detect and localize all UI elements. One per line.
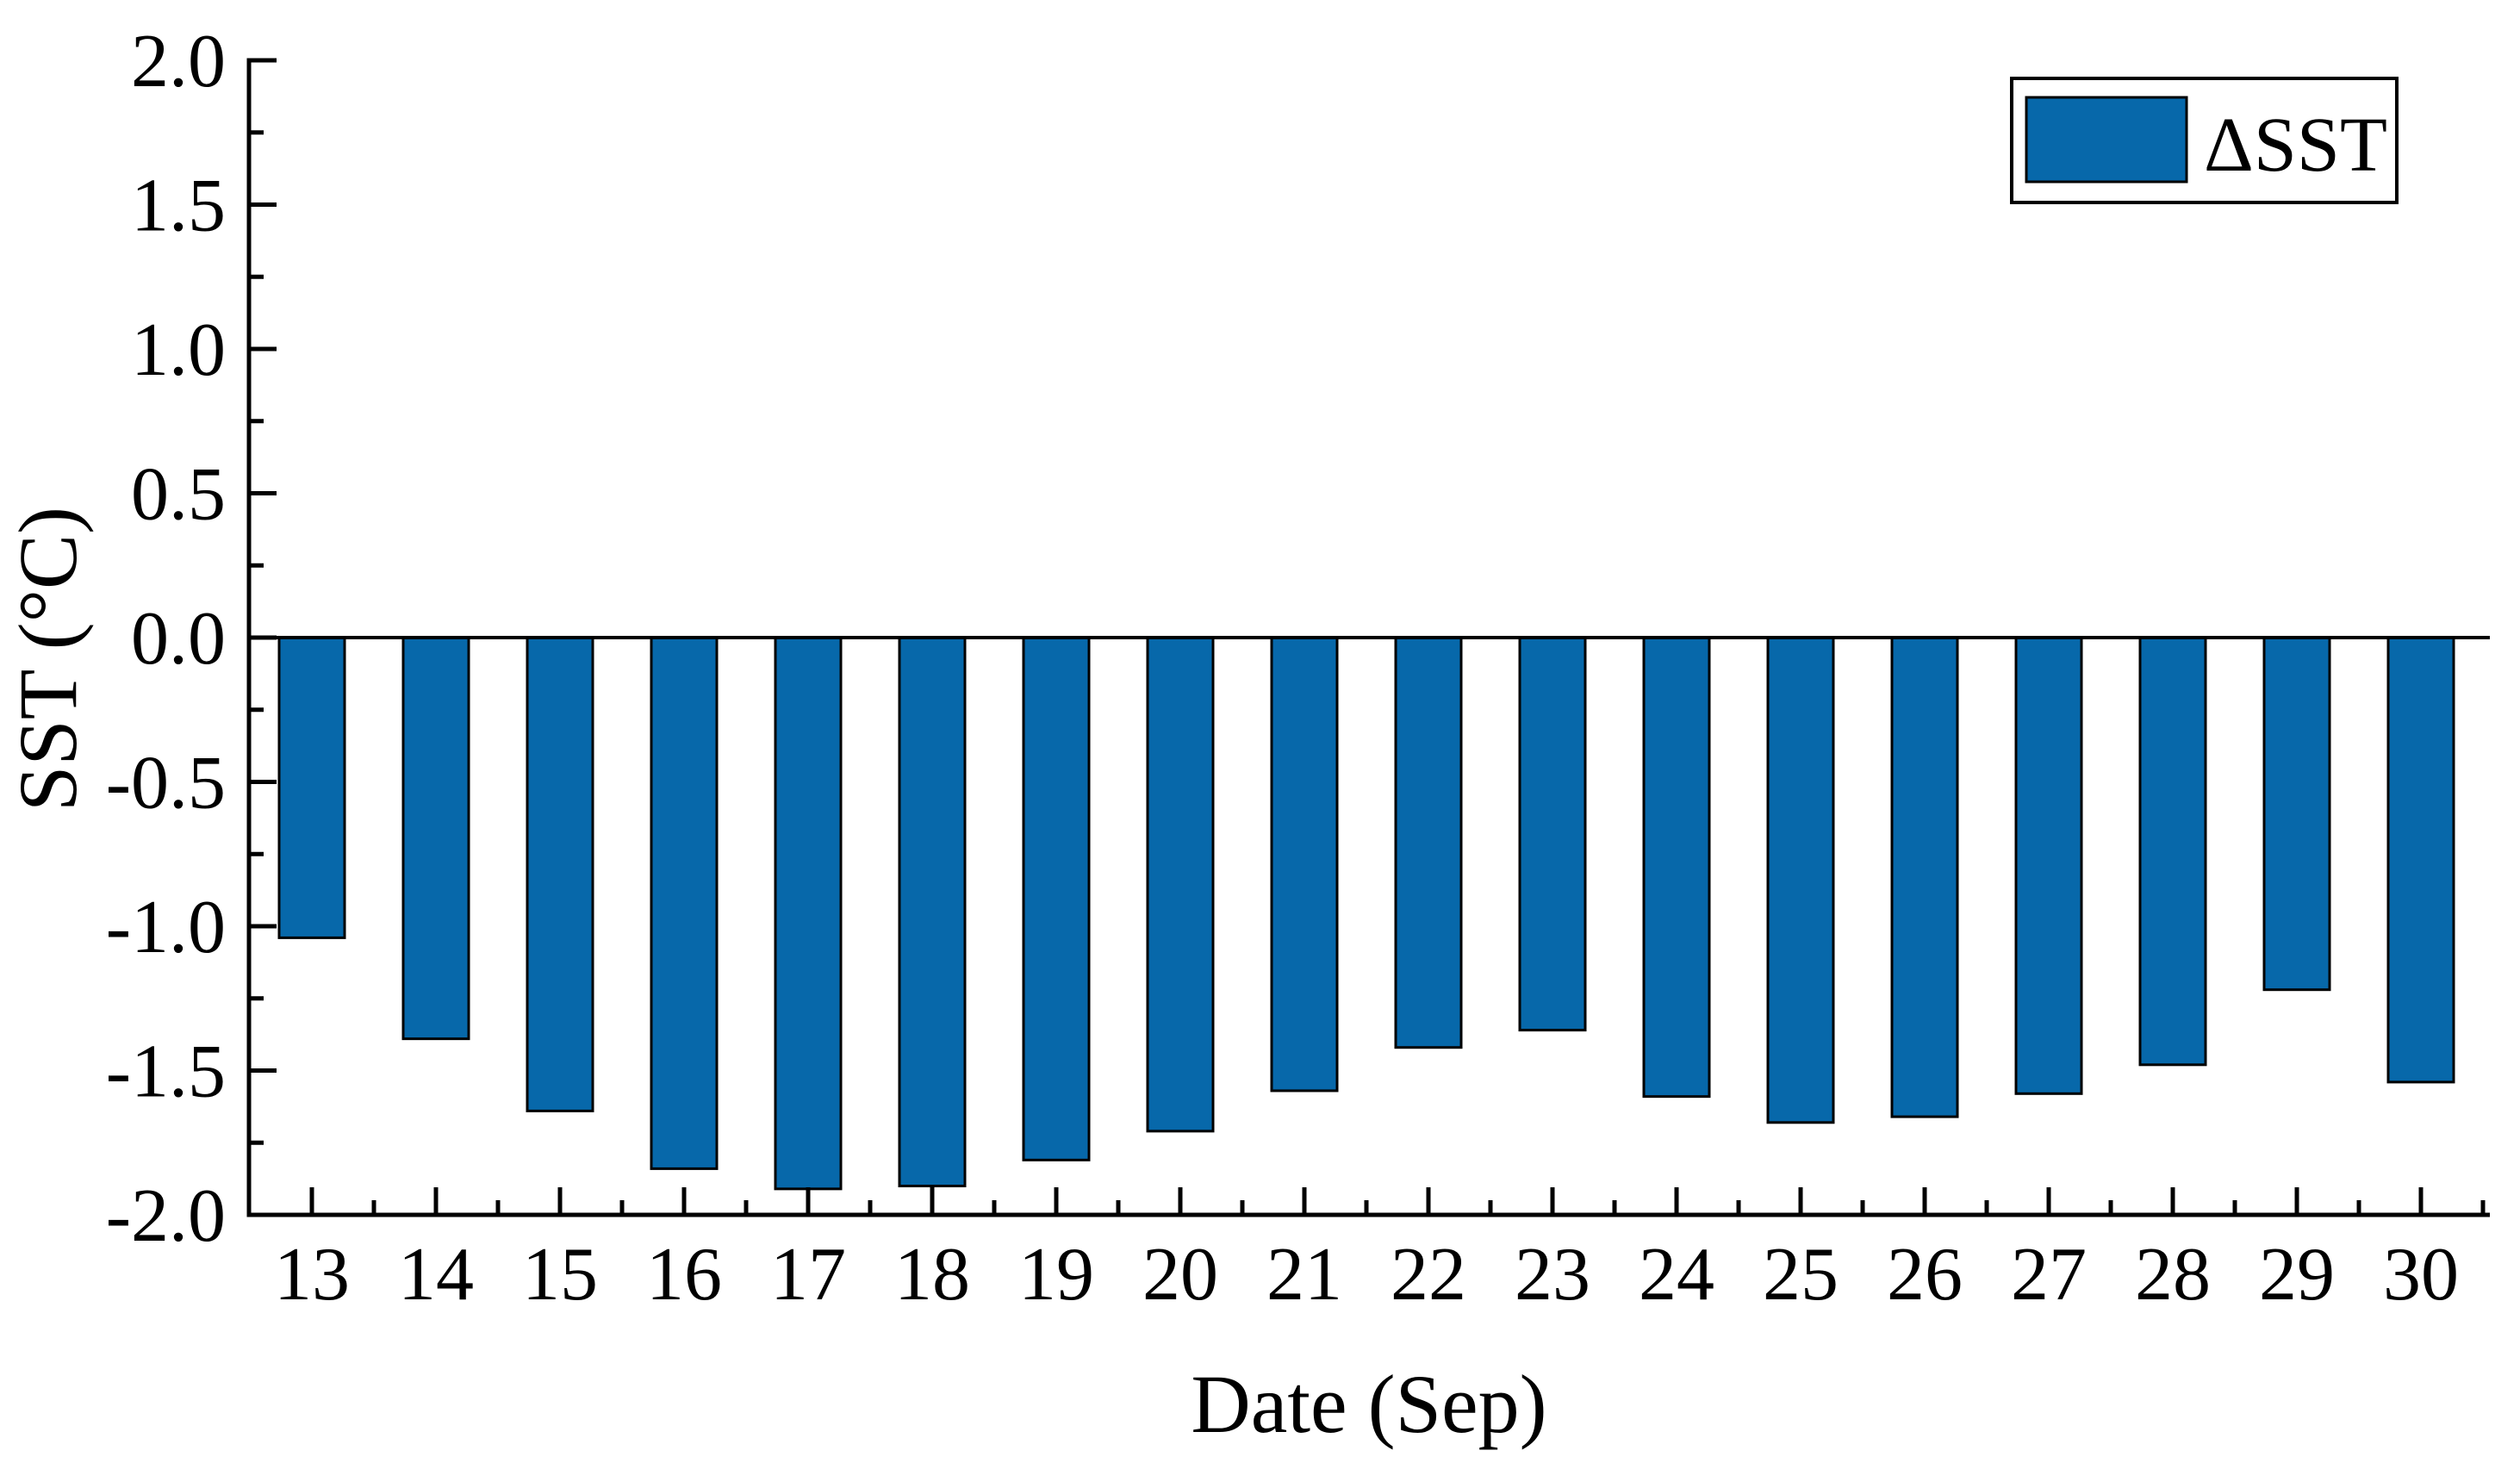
bar-30 <box>2386 636 2455 1084</box>
x-axis-tick-label: 24 <box>1639 1233 1714 1317</box>
x-axis-tick-label: 18 <box>894 1233 970 1317</box>
bar-26 <box>1890 636 1959 1118</box>
bar-18 <box>898 636 967 1187</box>
x-axis-tick-label: 25 <box>1763 1233 1839 1317</box>
plot-area: -2.0 -1.5 -1.0 -0.5 0.0 0.5 1.0 1.5 2.0 13 14 15 16 1… <box>106 20 2490 1317</box>
y-axis-tick-label: 2.0 <box>131 20 226 103</box>
x-axis-tick-label: 20 <box>1142 1233 1218 1317</box>
x-axis-tick-label: 29 <box>2259 1233 2335 1317</box>
x-axis-tick-label: 14 <box>398 1233 474 1317</box>
bar-27 <box>2014 636 2083 1095</box>
bar-14 <box>401 636 470 1041</box>
y-axis-tick-label: -0.5 <box>106 742 226 825</box>
bar-17 <box>774 636 843 1191</box>
x-axis-tick-label: 26 <box>1887 1233 1963 1317</box>
x-axis-tick-label: 27 <box>2011 1233 2087 1317</box>
x-axis-tick-label: 23 <box>1515 1233 1590 1317</box>
bar-29 <box>2262 636 2331 992</box>
bar-25 <box>1766 636 1835 1124</box>
bar-19 <box>1022 636 1091 1161</box>
x-axis-tick-label: 17 <box>770 1233 846 1317</box>
x-axis-tick-label: 15 <box>522 1233 598 1317</box>
bar-16 <box>650 636 719 1170</box>
bar-28 <box>2138 636 2207 1067</box>
y-axis-title: SST (°C) <box>2 507 94 812</box>
x-axis-title: Date (Sep) <box>1191 1358 1546 1450</box>
y-axis-tick-label: -1.5 <box>106 1030 226 1114</box>
x-axis-tick-label: 19 <box>1018 1233 1094 1317</box>
bar-20 <box>1146 636 1215 1133</box>
legend: ΔSST <box>2010 77 2399 204</box>
y-axis-tick-label: 0.5 <box>131 453 226 537</box>
x-axis-tick-label: 22 <box>1391 1233 1466 1317</box>
x-axis-tick-label: 21 <box>1266 1233 1342 1317</box>
x-axis-tick-label: 28 <box>2135 1233 2211 1317</box>
bar-13 <box>277 636 346 939</box>
legend-label: ΔSST <box>2204 103 2387 188</box>
bar-22 <box>1394 636 1463 1049</box>
bar-15 <box>526 636 594 1112</box>
legend-swatch <box>2025 96 2188 184</box>
x-axis-tick-label: 30 <box>2383 1233 2459 1317</box>
y-axis-tick-label: 1.0 <box>131 308 226 392</box>
y-axis-tick-label: -2.0 <box>106 1174 226 1258</box>
bar-24 <box>1642 636 1711 1099</box>
x-axis-tick-label: 16 <box>646 1233 722 1317</box>
bar-21 <box>1270 636 1339 1093</box>
y-axis-tick-label: 1.5 <box>131 165 226 248</box>
y-axis-tick-label: -1.0 <box>106 886 226 969</box>
bar-23 <box>1518 636 1587 1032</box>
x-axis-tick-label: 13 <box>274 1233 350 1317</box>
y-axis-tick-label: 0.0 <box>131 597 226 681</box>
